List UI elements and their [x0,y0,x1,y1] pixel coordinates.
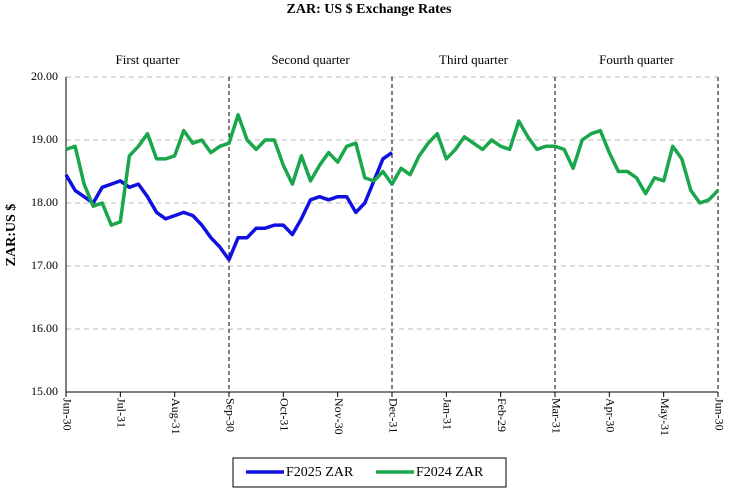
quarter-label: Third quarter [439,52,509,67]
legend-label: F2025 ZAR [286,465,354,480]
quarter-label: Second quarter [271,52,350,67]
x-tick-label: Apr-30 [604,398,618,432]
y-tick-label: 20.00 [31,69,58,83]
x-tick-label: Aug-31 [169,398,183,435]
series-line [64,151,393,262]
y-tick-label: 16.00 [31,321,58,335]
x-tick-label: May-31 [658,398,672,436]
x-tick-label: Mar-31 [549,398,563,434]
x-tick-label: Oct-31 [278,398,292,431]
series-line [65,113,720,227]
legend-label: F2024 ZAR [416,465,484,480]
x-tick-label: Dec-31 [386,398,400,433]
x-tick-label: Nov-30 [332,398,346,435]
x-tick-label: Jul-31 [115,398,129,428]
x-tick-label: Sep-30 [223,398,237,432]
y-tick-label: 17.00 [31,258,58,272]
x-tick-label: Jun-30 [712,398,726,431]
chart-title: ZAR: US $ Exchange Rates [287,2,452,17]
y-axis-label: ZAR:US $ [4,204,19,267]
y-tick-label: 18.00 [31,195,58,209]
quarter-label: First quarter [116,52,181,67]
x-tick-label: Jun-30 [60,398,74,431]
x-tick-label: Feb-29 [495,398,509,432]
y-tick-label: 15.00 [31,384,58,398]
y-tick-label: 19.00 [31,132,58,146]
quarter-label: Fourth quarter [599,52,674,67]
x-tick-label: Jan-31 [441,398,455,430]
